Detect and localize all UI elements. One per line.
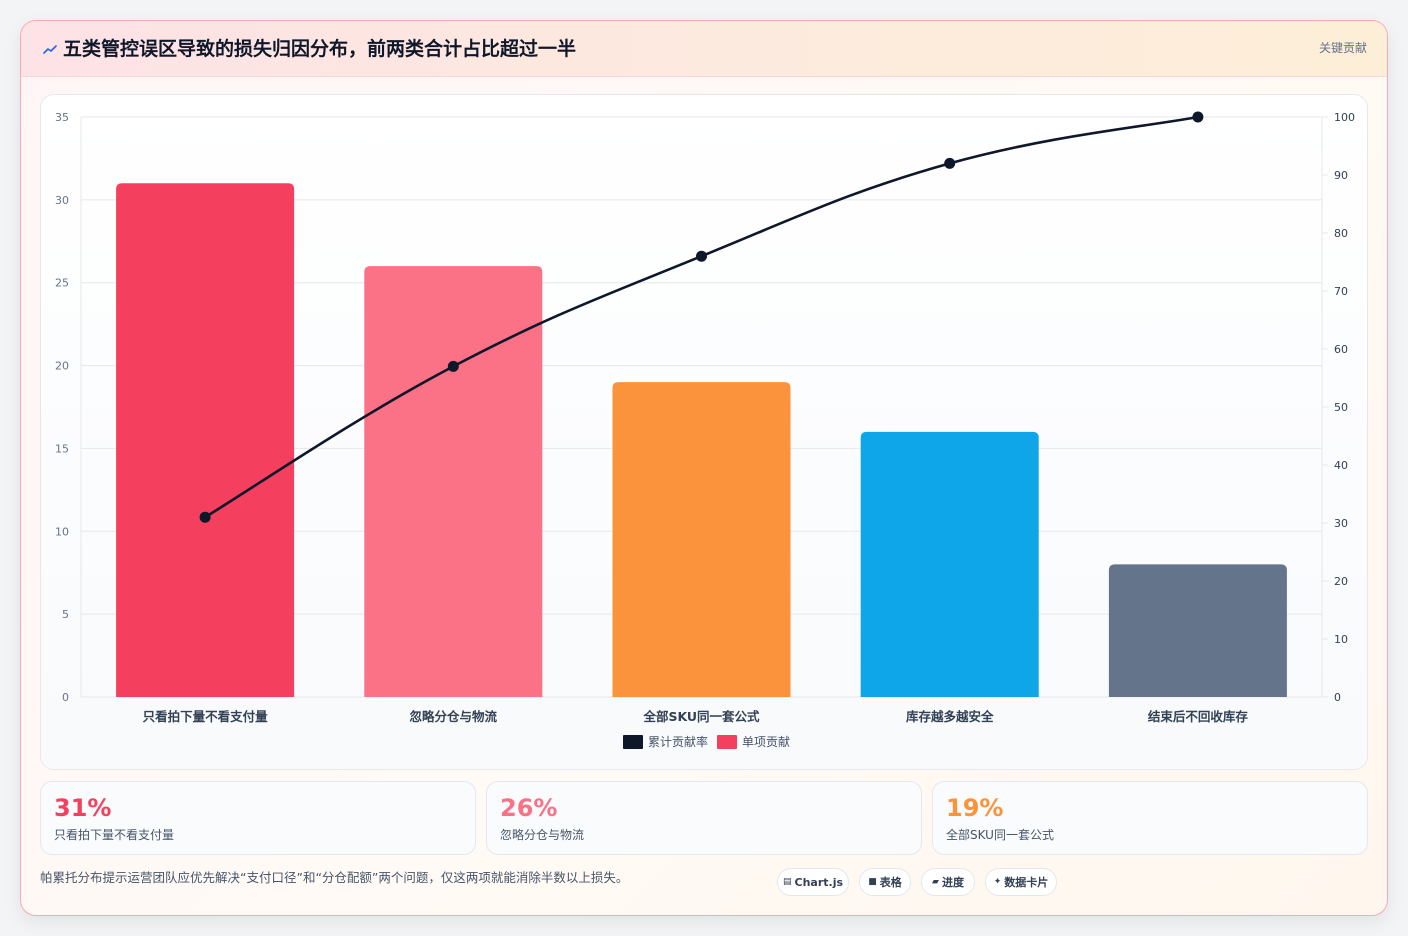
chartjs-pill[interactable]: ▤ Chart.js (777, 868, 849, 896)
stat-value: 31% (54, 794, 112, 822)
stat-value: 19% (946, 794, 1004, 822)
y-right-tick-label: 80 (1334, 227, 1348, 240)
bar (364, 266, 543, 697)
cumulative-point (944, 157, 956, 169)
report-card: 五类管控误区导致的损失归因分布，前两类合计占比超过一半 关键贡献 0 5 10 15 2… (20, 20, 1388, 916)
bar (860, 431, 1039, 697)
y-right-tick-label: 70 (1334, 285, 1348, 298)
cumulative-point (1192, 111, 1204, 123)
legend-label: 单项贡献 (742, 734, 790, 749)
cumulative-point (199, 511, 211, 523)
y-right-tick-label: 50 (1334, 401, 1348, 414)
y-left-tick-label: 30 (55, 194, 69, 207)
sparkle-icon: ✦ (993, 877, 1002, 887)
pill-label: 表格 (879, 876, 902, 889)
pareto-chart: 0 5 10 15 20 25 30 35 0 10 20 30 40 50 60 70 80 90 100 只看拍下… (55, 111, 1355, 749)
cumulative-point (447, 360, 459, 372)
legend-label: 累计贡献率 (648, 734, 708, 749)
key-contribution-tag: 关键贡献 (1318, 41, 1367, 55)
x-tick-label: 忽略分仓与物流 (410, 709, 498, 724)
table-pill[interactable]: ■ 表格 (859, 868, 911, 896)
x-tick-label: 只看拍下量不看支付量 (143, 709, 269, 724)
table-icon: ■ (868, 877, 877, 887)
stat-value: 26% (500, 794, 558, 822)
y-left-tick-label: 0 (62, 691, 69, 704)
stat-label: 只看拍下量不看支付量 (54, 828, 175, 842)
y-left-tick-label: 20 (55, 360, 69, 373)
y-right-tick-label: 10 (1334, 633, 1348, 646)
bar (116, 183, 295, 697)
y-right-tick-label: 60 (1334, 343, 1348, 356)
stat-card: 31% 只看拍下量不看支付量 (40, 781, 476, 855)
x-tick-label: 库存越多越安全 (906, 709, 994, 724)
chart-title: 五类管控误区导致的损失归因分布，前两类合计占比超过一半 (63, 38, 577, 60)
chart-line-icon (43, 45, 57, 54)
pill-label: 进度 (941, 876, 964, 889)
stat-label: 忽略分仓与物流 (500, 828, 585, 842)
stat-card: 19% 全部SKU同一套公式 (932, 781, 1368, 855)
pill-label: 数据卡片 (1004, 876, 1049, 889)
x-tick-label: 结束后不回收库存 (1148, 709, 1249, 724)
card-header: 五类管控误区导致的损失归因分布，前两类合计占比超过一半 关键贡献 (21, 21, 1387, 77)
y-left-tick-label: 35 (55, 111, 69, 124)
x-tick-label: 全部SKU同一套公式 (642, 709, 760, 724)
legend-swatch (717, 735, 737, 749)
y-right-tick-label: 90 (1334, 169, 1348, 182)
pill-label: Chart.js (794, 875, 844, 889)
cumulative-point (696, 250, 707, 262)
chart-icon: ▤ (782, 877, 792, 887)
y-right-tick-label: 20 (1334, 575, 1348, 588)
bar (1108, 564, 1287, 697)
data-card-pill[interactable]: ✦ 数据卡片 (985, 868, 1057, 896)
y-left-tick-label: 25 (55, 277, 69, 290)
stat-card: 26% 忽略分仓与物流 (486, 781, 922, 855)
y-right-tick-label: 40 (1334, 459, 1348, 472)
progress-icon: ▰ (932, 877, 939, 887)
legend-swatch (623, 735, 643, 749)
y-right-tick-label: 100 (1334, 111, 1355, 124)
chart-panel: 0 5 10 15 20 25 30 35 0 10 20 30 40 50 60 70 80 90 100 只看拍下… (40, 94, 1368, 770)
y-left-tick-label: 5 (62, 608, 69, 621)
progress-pill[interactable]: ▰ 进度 (921, 868, 975, 896)
stat-label: 全部SKU同一套公式 (946, 828, 1054, 842)
footer-note: 帕累托分布提示运营团队应优先解决“支付口径”和“分仓配额”两个问题，仅这两项就能… (40, 870, 629, 885)
y-right-tick-label: 30 (1334, 517, 1348, 530)
y-left-tick-label: 10 (55, 525, 69, 538)
y-right-tick-label: 0 (1334, 691, 1341, 704)
y-left-tick-label: 15 (55, 442, 69, 455)
bar (612, 382, 791, 697)
